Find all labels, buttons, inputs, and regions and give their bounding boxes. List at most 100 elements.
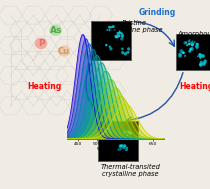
Ellipse shape [185,41,188,44]
Ellipse shape [188,39,191,43]
Ellipse shape [182,51,184,54]
Ellipse shape [105,44,107,46]
Ellipse shape [118,30,121,34]
Ellipse shape [188,42,191,45]
Ellipse shape [121,33,124,37]
Ellipse shape [124,52,127,56]
Ellipse shape [117,149,119,151]
Ellipse shape [123,146,125,149]
Ellipse shape [120,145,122,147]
Ellipse shape [126,131,128,133]
Circle shape [58,45,70,57]
Ellipse shape [201,54,205,58]
Ellipse shape [191,43,194,46]
Ellipse shape [184,52,185,54]
Ellipse shape [202,62,206,66]
Ellipse shape [107,130,111,134]
Ellipse shape [178,54,182,58]
Ellipse shape [108,129,112,132]
Ellipse shape [200,54,202,57]
Ellipse shape [125,147,128,151]
Ellipse shape [106,128,109,131]
Ellipse shape [121,32,123,35]
Text: Amorphous
phase: Amorphous phase [177,31,210,44]
Text: Pristine
crystalline phase: Pristine crystalline phase [106,20,163,33]
Ellipse shape [106,29,108,31]
Ellipse shape [126,51,128,54]
Ellipse shape [129,132,131,134]
Ellipse shape [123,144,126,148]
Ellipse shape [106,132,110,136]
Text: P: P [38,39,44,48]
Ellipse shape [200,58,201,59]
Ellipse shape [108,26,109,28]
Ellipse shape [199,55,202,58]
Ellipse shape [121,147,124,150]
Text: Heating: Heating [179,82,210,91]
Ellipse shape [195,45,199,49]
Ellipse shape [115,35,117,37]
Ellipse shape [188,50,191,53]
Ellipse shape [200,54,202,57]
Ellipse shape [110,28,111,29]
Ellipse shape [128,132,130,134]
Ellipse shape [119,148,121,150]
Ellipse shape [109,47,113,50]
Bar [98,121,138,161]
Ellipse shape [127,131,130,134]
Ellipse shape [199,55,201,57]
Ellipse shape [110,132,113,135]
Ellipse shape [189,48,192,50]
Ellipse shape [126,134,128,137]
Ellipse shape [198,53,202,57]
X-axis label: Wavelength (nm): Wavelength (nm) [97,147,134,152]
Ellipse shape [123,131,126,133]
Ellipse shape [106,128,109,132]
Ellipse shape [127,131,129,133]
Text: Cu: Cu [58,46,70,56]
Ellipse shape [127,47,130,51]
Ellipse shape [182,51,185,54]
Ellipse shape [116,32,119,35]
Ellipse shape [120,37,123,41]
Ellipse shape [180,49,183,53]
Bar [91,21,131,60]
Ellipse shape [119,35,121,37]
Text: Thermal-transited
crystalline phase: Thermal-transited crystalline phase [100,163,160,177]
Ellipse shape [130,132,132,134]
Ellipse shape [179,53,181,56]
Ellipse shape [186,44,188,46]
Ellipse shape [118,35,120,37]
Text: As: As [50,26,62,35]
Bar [176,34,210,70]
Ellipse shape [190,41,192,43]
Ellipse shape [108,127,110,130]
Ellipse shape [121,144,123,147]
Ellipse shape [178,53,181,55]
Ellipse shape [121,47,124,50]
Ellipse shape [195,45,198,48]
Ellipse shape [109,46,111,48]
Ellipse shape [105,128,108,131]
Ellipse shape [107,133,108,134]
Ellipse shape [108,28,111,31]
Ellipse shape [116,35,119,38]
Ellipse shape [118,31,122,34]
Text: Heating: Heating [27,82,61,91]
Ellipse shape [204,63,205,64]
Ellipse shape [199,63,202,67]
Ellipse shape [117,33,120,37]
Ellipse shape [114,29,116,31]
Ellipse shape [126,147,128,149]
Circle shape [49,25,62,36]
Ellipse shape [195,41,196,43]
Ellipse shape [200,63,202,67]
Circle shape [35,38,47,49]
Ellipse shape [127,51,130,54]
Ellipse shape [184,55,186,57]
Ellipse shape [201,63,203,66]
Ellipse shape [199,63,202,66]
Ellipse shape [119,148,122,150]
Ellipse shape [192,40,195,44]
Ellipse shape [114,35,118,38]
